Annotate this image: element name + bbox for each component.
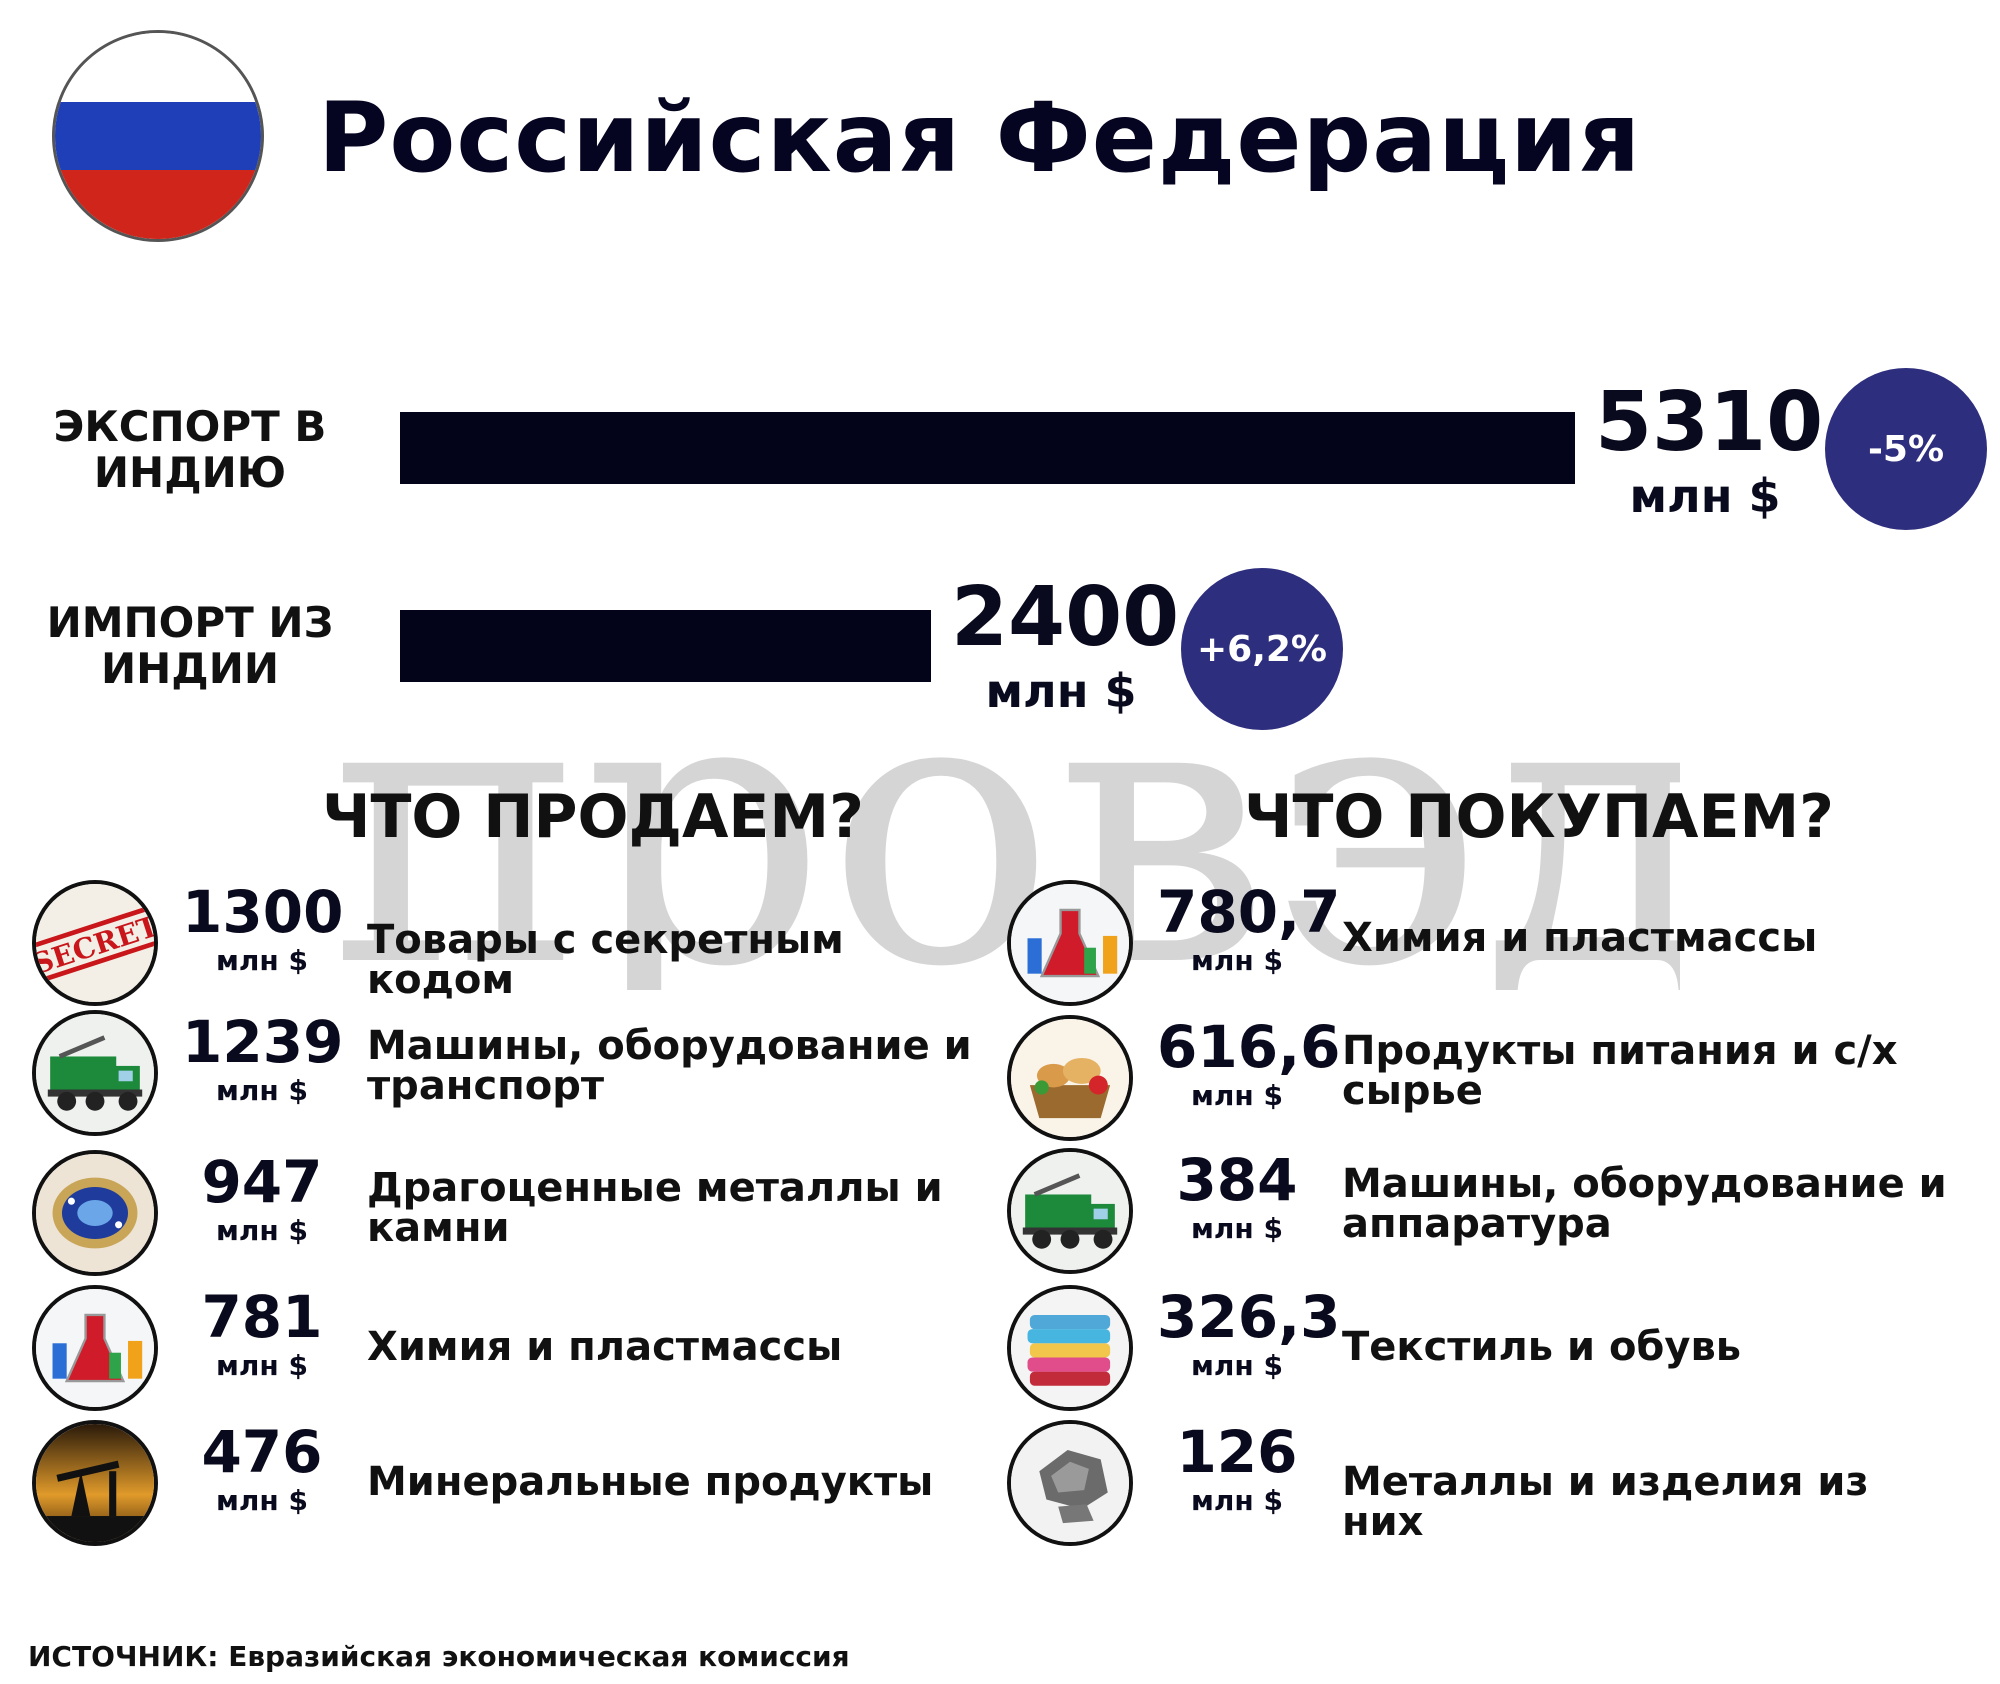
buy-value: 126 — [1176, 1418, 1298, 1486]
export-change-badge: -5% — [1825, 368, 1987, 530]
chemistry-flasks-icon — [1007, 880, 1133, 1006]
sell-label: Драгоценные металлы и камни — [367, 1165, 943, 1251]
import-change-badge: +6,2% — [1181, 568, 1343, 730]
buy-amount: 616,6 млн $ — [1157, 1013, 1341, 1113]
sell-value: 476 — [201, 1418, 323, 1486]
buy-value: 616,6 — [1157, 1013, 1341, 1081]
buy-amount: 326,3 млн $ — [1157, 1283, 1341, 1383]
sell-amount: 947 млн $ — [182, 1150, 342, 1248]
food-basket-icon — [1007, 1015, 1133, 1141]
sell-label: Химия и пластмассы — [367, 1324, 843, 1370]
buy-value: 384 — [1176, 1146, 1298, 1214]
russian-flag-icon — [52, 30, 264, 242]
gem-ring-icon — [32, 1150, 158, 1276]
import-label: ИМПОРТ ИЗ ИНДИИ — [46, 598, 334, 693]
textile-towels-icon — [1007, 1285, 1133, 1411]
source-note: ИСТОЧНИК: Евразийская экономическая коми… — [28, 1640, 850, 1673]
sell-label: Минеральные продукты — [367, 1459, 934, 1505]
import-unit: млн $ — [985, 664, 1137, 718]
truck-icon — [1007, 1148, 1133, 1274]
export-value: 5310 млн $ — [1595, 375, 1824, 524]
sell-unit: млн $ — [216, 1214, 308, 1247]
sell-heading: ЧТО ПРОДАЕМ? — [322, 782, 864, 852]
sell-value: 947 — [201, 1148, 323, 1216]
flag-stripe-white — [55, 33, 261, 102]
import-bar — [400, 610, 931, 682]
buy-value: 780,7 — [1157, 878, 1341, 946]
export-bar — [400, 412, 1575, 484]
sell-amount: 1300 млн $ — [182, 878, 344, 978]
buy-label: Текстиль и обувь — [1342, 1324, 1742, 1370]
buy-unit: млн $ — [1191, 1484, 1283, 1517]
oil-pump-icon — [32, 1420, 158, 1546]
sell-unit: млн $ — [216, 944, 308, 977]
buy-heading: ЧТО ПОКУПАЕМ? — [1244, 782, 1834, 852]
buy-unit: млн $ — [1191, 944, 1283, 977]
buy-amount: 384 млн $ — [1157, 1148, 1317, 1246]
buy-unit: млн $ — [1191, 1079, 1283, 1112]
buy-amount: 780,7 млн $ — [1157, 878, 1341, 978]
chemistry-flasks-icon — [32, 1285, 158, 1411]
sell-amount: 781 млн $ — [182, 1285, 342, 1383]
flag-stripe-blue — [55, 101, 261, 171]
truck-icon — [32, 1010, 158, 1136]
page-title: Российская Федерация — [318, 82, 1642, 194]
buy-unit: млн $ — [1191, 1349, 1283, 1382]
sell-unit: млн $ — [216, 1349, 308, 1382]
sell-label: Товары с секретным кодом — [367, 917, 844, 1003]
export-label: ЭКСПОРТ В ИНДИЮ — [53, 402, 327, 497]
buy-amount: 126 млн $ — [1157, 1420, 1317, 1518]
buy-unit: млн $ — [1191, 1212, 1283, 1245]
sell-unit: млн $ — [216, 1484, 308, 1517]
buy-label: Химия и пластмассы — [1342, 915, 1818, 961]
buy-value: 326,3 — [1157, 1283, 1341, 1351]
buy-label: Машины, оборудование и аппаратура — [1342, 1161, 1947, 1247]
buy-label: Продукты питания и с/х сырье — [1342, 1028, 1898, 1114]
sell-amount: 1239 млн $ — [182, 1008, 344, 1108]
secret-stamp-icon: SECRET — [32, 880, 158, 1006]
export-amount: 5310 — [1595, 375, 1824, 470]
sell-value: 781 — [201, 1283, 323, 1351]
import-amount: 2400 — [951, 570, 1180, 665]
sell-amount: 476 млн $ — [182, 1420, 342, 1518]
sell-value: 1239 — [182, 1008, 344, 1076]
sell-unit: млн $ — [216, 1074, 308, 1107]
export-unit: млн $ — [1629, 469, 1781, 523]
sell-label: Машины, оборудование и транспорт — [367, 1023, 972, 1109]
buy-label: Металлы и изделия из них — [1342, 1459, 1869, 1545]
metal-ore-icon — [1007, 1420, 1133, 1546]
sell-value: 1300 — [182, 878, 344, 946]
flag-stripe-red — [55, 170, 261, 239]
import-value: 2400 млн $ — [951, 570, 1180, 719]
